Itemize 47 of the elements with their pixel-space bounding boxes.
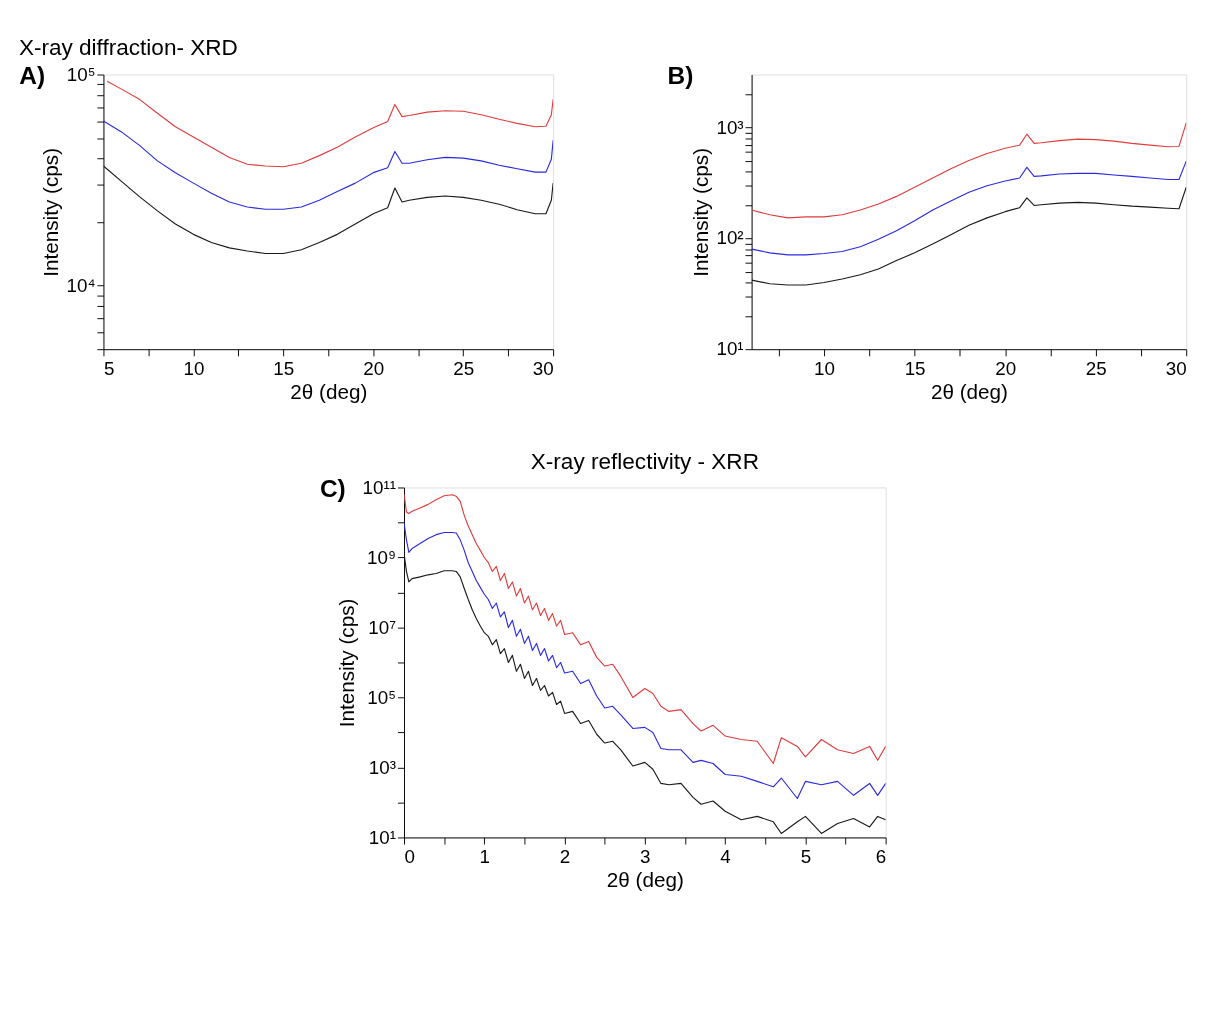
chart-title: X-ray reflectivity - XRR	[530, 448, 759, 474]
y-axis-title: Intensity (cps)	[39, 147, 62, 277]
x-tick-label: 15	[904, 358, 926, 380]
x-tick-label: 0	[404, 846, 415, 868]
y-tick-label: 10²	[716, 227, 744, 249]
x-tick-label: 30	[1165, 358, 1187, 380]
x-tick-label: 25	[453, 358, 475, 380]
x-tick-label: 6	[875, 846, 887, 868]
x-axis-title: 2θ (deg)	[290, 379, 368, 403]
x-axis-title: 2θ (deg)	[930, 379, 1008, 403]
x-tick-label: 4	[720, 846, 731, 868]
y-axis-title: Intensity (cps)	[688, 147, 712, 277]
y-tick-label: 10⁹	[367, 546, 397, 568]
text: C)	[319, 474, 346, 502]
line-series	[103, 165, 554, 255]
x-tick-label: 2	[559, 846, 571, 868]
x-tick-label: 5	[800, 846, 812, 868]
line-series	[751, 160, 1187, 256]
y-tick-label: 10⁷	[368, 616, 397, 638]
y-tick-label: 10⁴	[66, 274, 96, 296]
line-series	[106, 80, 554, 168]
x-tick-label: 15	[273, 358, 295, 380]
line-series	[751, 186, 1187, 286]
x-tick-label: 10	[183, 358, 205, 380]
x-tick-label: 5	[103, 358, 115, 380]
y-tick-label: 10¹	[716, 338, 744, 360]
y-tick-label: 10³	[368, 756, 397, 778]
y-tick-label: 10⁵	[367, 686, 397, 708]
y-tick-label: 10⁵	[66, 63, 96, 85]
y-tick-label: 10³	[716, 116, 744, 138]
y-tick-label: 10¹¹	[362, 476, 397, 498]
text: A)	[19, 61, 46, 89]
line-series	[404, 493, 886, 765]
x-axis-title: 2θ (deg)	[606, 867, 684, 891]
y-tick-label: 10¹	[368, 826, 397, 848]
x-tick-label: 30	[532, 358, 554, 380]
text: B)	[667, 61, 694, 89]
y-axis-title: Intensity (cps)	[335, 598, 359, 728]
chart-title: X-ray diffraction- XRD	[18, 35, 238, 61]
x-tick-label: 1	[479, 846, 491, 868]
line-series	[751, 122, 1187, 219]
x-tick-label: 20	[363, 358, 385, 380]
x-tick-label: 25	[1085, 358, 1107, 380]
x-tick-label: 3	[640, 846, 651, 868]
x-tick-label: 10	[814, 358, 835, 380]
line-series	[103, 120, 554, 210]
x-tick-label: 20	[995, 358, 1017, 380]
